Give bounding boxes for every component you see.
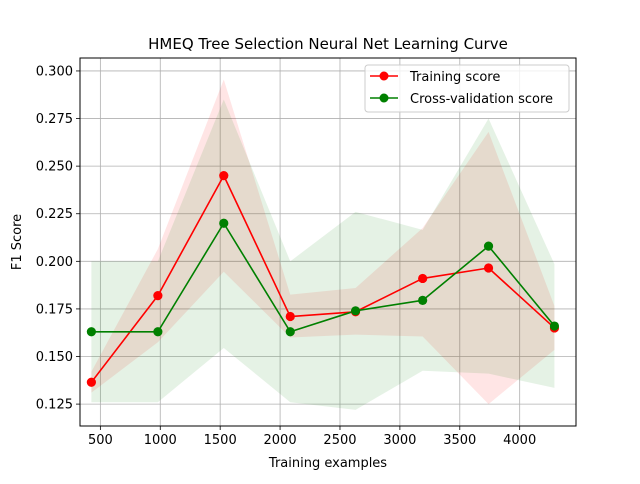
training-score-band bbox=[91, 79, 555, 405]
legend-cv-marker bbox=[379, 93, 389, 103]
training-score-line bbox=[90, 174, 555, 383]
cv-score-band bbox=[91, 99, 555, 410]
x-tick-label: 3500 bbox=[443, 433, 476, 448]
x-axis-ticks: 500 1000 1500 2000 2500 3000 3500 4000 bbox=[88, 426, 536, 448]
training-score-point bbox=[219, 171, 229, 181]
y-axis-label: F1 Score bbox=[10, 214, 25, 270]
x-axis-label: Training examples bbox=[268, 456, 387, 471]
cv-score-point bbox=[86, 327, 96, 337]
series-lines bbox=[90, 174, 556, 383]
legend: Training score Cross-validation score bbox=[364, 64, 570, 113]
x-tick-label: 4000 bbox=[503, 433, 536, 448]
y-tick-label: 0.150 bbox=[36, 350, 73, 365]
cv-score-point bbox=[418, 295, 428, 305]
y-tick-label: 0.300 bbox=[36, 64, 73, 79]
cv-score-point bbox=[285, 327, 295, 337]
training-score-point bbox=[418, 273, 428, 284]
cv-score-line bbox=[91, 222, 556, 333]
x-tick-label: 1500 bbox=[204, 433, 237, 448]
x-tick-label: 2000 bbox=[264, 433, 297, 448]
x-tick-label: 2500 bbox=[323, 433, 356, 448]
cv-score-point bbox=[483, 241, 494, 251]
legend-cv-label: Cross-validation score bbox=[410, 92, 553, 107]
series-markers bbox=[86, 171, 560, 387]
y-tick-label: 0.125 bbox=[36, 398, 73, 413]
legend-training-label: Training score bbox=[409, 70, 500, 85]
cv-score-point bbox=[549, 321, 560, 331]
y-tick-label: 0.200 bbox=[36, 255, 73, 270]
y-tick-label: 0.175 bbox=[36, 302, 73, 317]
x-tick-label: 500 bbox=[88, 433, 113, 448]
legend-training-marker bbox=[379, 71, 389, 81]
y-tick-label: 0.250 bbox=[36, 160, 73, 175]
x-tick-label: 1000 bbox=[144, 433, 177, 448]
training-score-point bbox=[86, 377, 96, 387]
y-tick-label: 0.225 bbox=[36, 207, 73, 222]
cv-score-point bbox=[350, 306, 361, 316]
y-tick-label: 0.275 bbox=[36, 112, 73, 127]
confidence-bands bbox=[91, 79, 555, 410]
y-axis-ticks: 0.125 0.150 0.175 0.200 0.225 0.250 0.275 0.300 bbox=[36, 64, 80, 413]
legend-box bbox=[364, 64, 570, 113]
x-tick-label: 3000 bbox=[383, 433, 416, 448]
cv-score-point bbox=[153, 327, 163, 337]
training-score-point bbox=[285, 311, 295, 322]
training-score-point bbox=[153, 290, 163, 301]
plot-frame bbox=[79, 57, 577, 427]
training-score-point bbox=[483, 263, 494, 273]
chart-title: HMEQ Tree Selection Neural Net Learning … bbox=[148, 35, 508, 53]
grid-lines bbox=[80, 58, 576, 426]
cv-score-point bbox=[219, 218, 229, 228]
